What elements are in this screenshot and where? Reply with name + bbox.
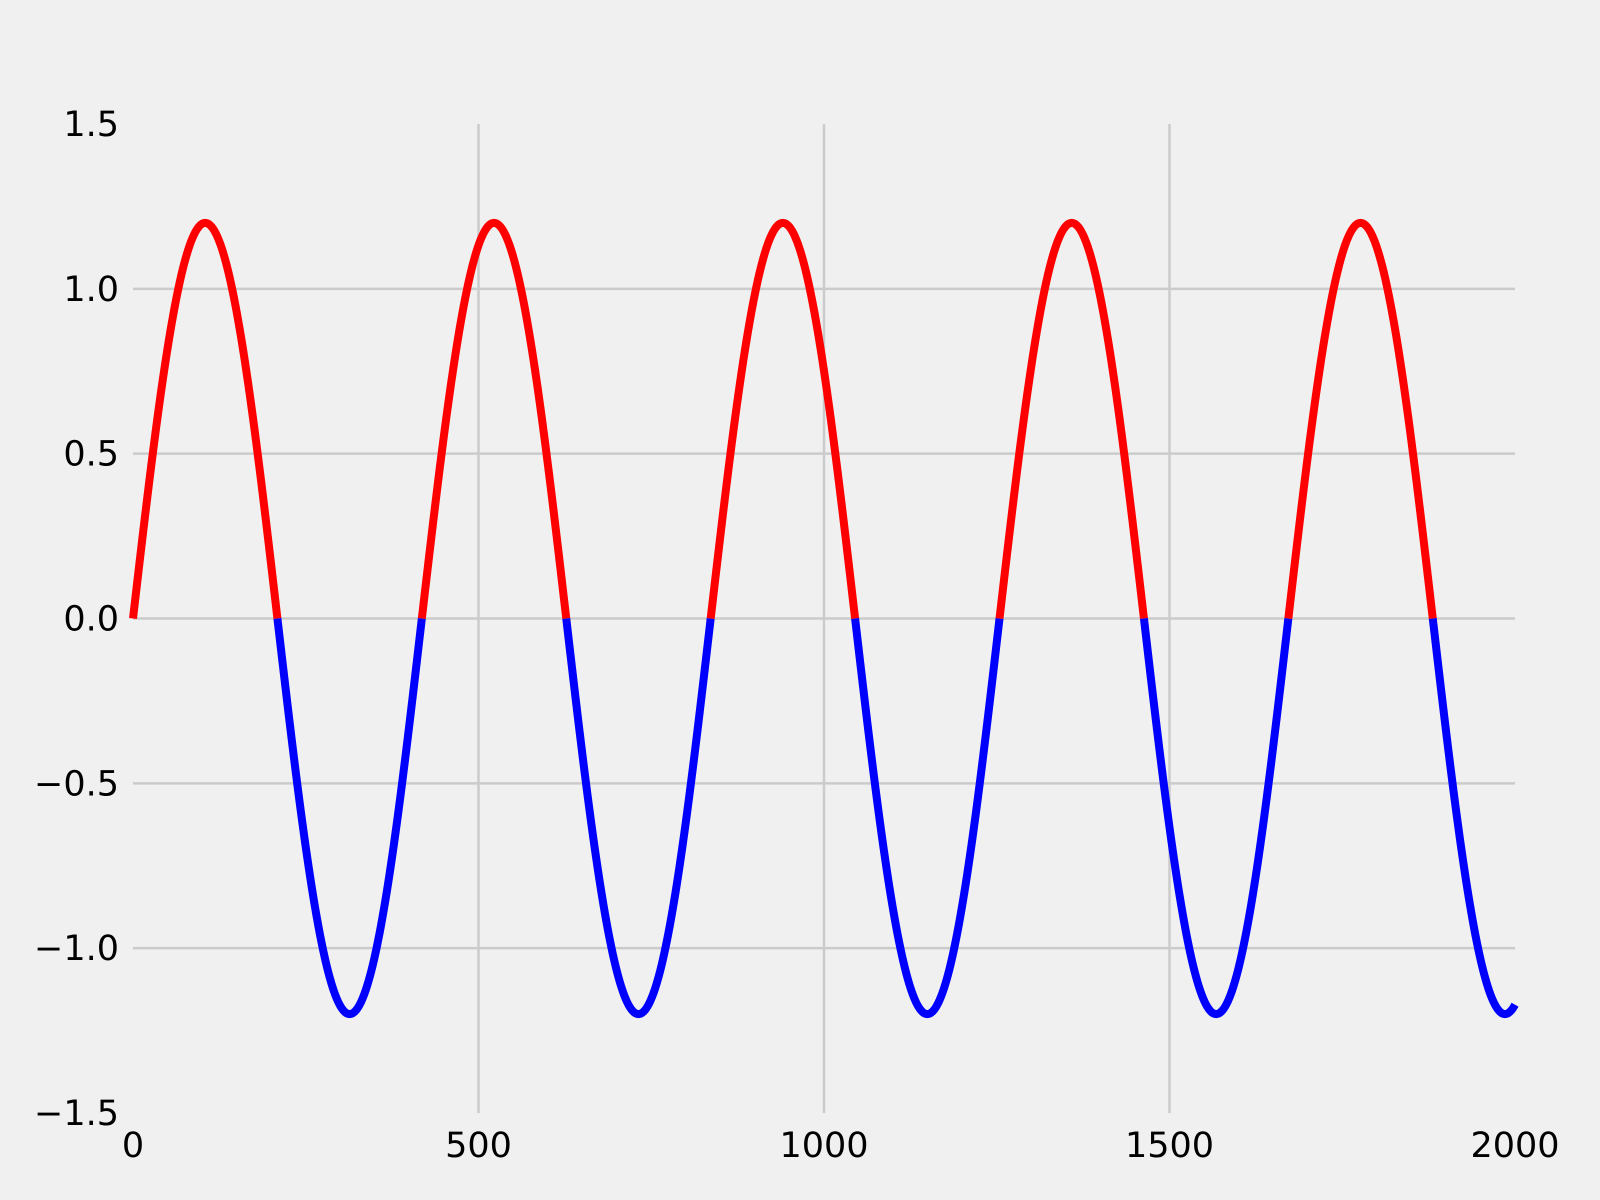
y-tick-label: 0.0 bbox=[63, 600, 119, 640]
y-tick-label: −1.0 bbox=[34, 929, 119, 969]
x-tick-label: 1500 bbox=[1125, 1126, 1214, 1166]
y-tick-label: 1.5 bbox=[63, 105, 119, 145]
y-tick-label: −1.5 bbox=[34, 1094, 119, 1134]
grid bbox=[133, 124, 1515, 1113]
x-tick-label: 0 bbox=[122, 1126, 144, 1166]
series-negative-segment bbox=[851, 618, 1004, 1019]
series-negative-segment bbox=[1428, 618, 1519, 1019]
y-tick-label: 1.0 bbox=[63, 270, 119, 310]
series-negative-segment bbox=[273, 618, 426, 1019]
x-axis: 0 500 1000 1500 2000 bbox=[122, 1126, 1560, 1166]
x-tick-label: 500 bbox=[445, 1126, 512, 1166]
series-positive-segment bbox=[1284, 218, 1437, 619]
series-negative-segment bbox=[562, 618, 715, 1019]
series-positive-segment bbox=[417, 218, 571, 619]
plot-area bbox=[129, 218, 1519, 1019]
series-positive-segment bbox=[995, 218, 1148, 619]
y-tick-label: 0.5 bbox=[63, 435, 119, 475]
series-positive-segment bbox=[706, 218, 860, 619]
y-tick-label: −0.5 bbox=[34, 764, 119, 804]
series-negative-segment bbox=[1139, 618, 1293, 1019]
x-tick-label: 1000 bbox=[779, 1126, 868, 1166]
x-tick-label: 2000 bbox=[1470, 1126, 1559, 1166]
series-positive-segment bbox=[129, 218, 282, 619]
y-axis: 1.5 1.0 0.5 0.0 −0.5 −1.0 −1.5 bbox=[34, 105, 119, 1134]
